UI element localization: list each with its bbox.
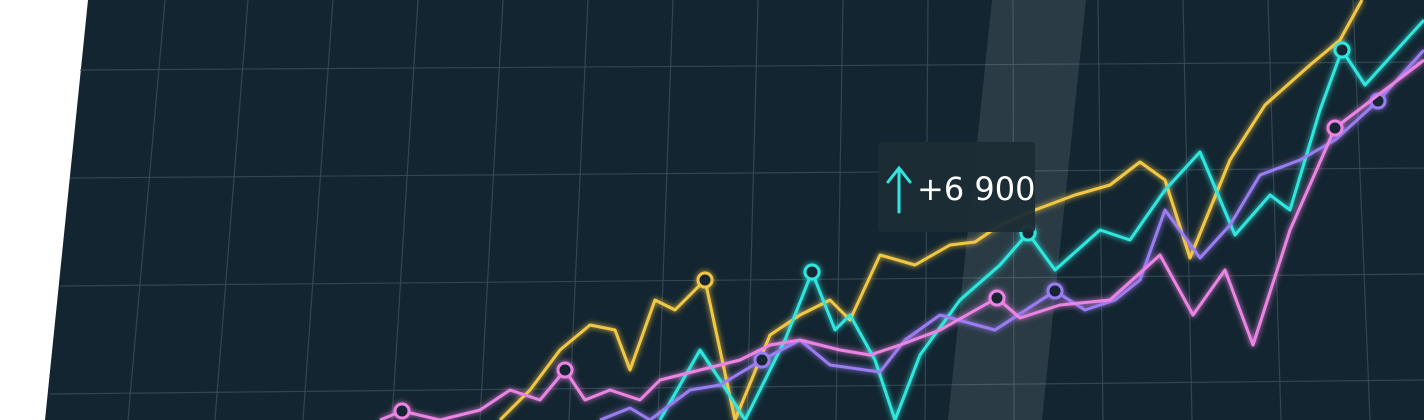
series-line [658, 18, 1424, 420]
up-arrow-icon [886, 165, 912, 214]
series-group [379, 0, 1424, 420]
series-line [498, 0, 1364, 420]
point-marker [1326, 119, 1344, 137]
point-marker [696, 271, 714, 289]
tooltip: +6 900 [878, 142, 1035, 232]
point-marker [1333, 41, 1351, 59]
chart-panel [45, 0, 1424, 420]
series-line [599, 48, 1424, 420]
point-marker [753, 351, 771, 369]
point-marker [556, 361, 574, 379]
point-marker [393, 402, 411, 420]
point-marker [988, 289, 1006, 307]
tooltip-value: +6 900 [917, 170, 1035, 208]
point-marker [1046, 282, 1064, 300]
series-line [379, 58, 1424, 420]
point-marker [803, 263, 821, 281]
tooltip-box [878, 142, 1035, 232]
